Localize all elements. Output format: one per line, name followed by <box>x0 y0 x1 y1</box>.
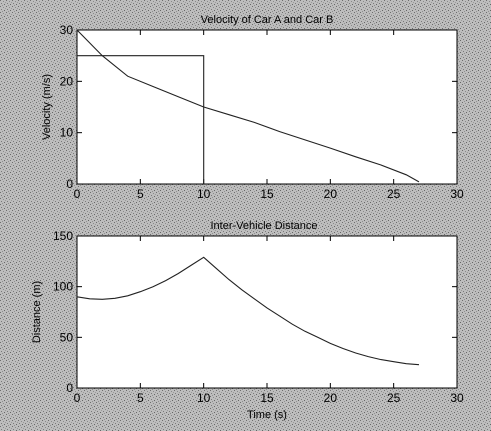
velocity-y-tick-label: 10 <box>60 126 74 140</box>
velocity-x-tick-label: 30 <box>450 187 464 201</box>
distance-y-tick-label: 0 <box>66 381 73 395</box>
distance-y-tick-label: 50 <box>60 330 74 344</box>
velocity-x-tick-label: 15 <box>260 187 274 201</box>
velocity-x-tick-label: 0 <box>74 187 81 201</box>
distance-x-axis-label: Time (s) <box>247 409 287 421</box>
velocity-y-tick-label: 0 <box>66 177 73 191</box>
velocity-y-axis-label: Velocity (m/s) <box>41 74 53 140</box>
velocity-x-tick-label: 20 <box>324 187 338 201</box>
distance-y-tick-label: 150 <box>53 229 73 243</box>
distance-chart-title: Inter-Vehicle Distance <box>211 220 318 232</box>
velocity-y-tick-label: 20 <box>60 74 74 88</box>
distance-x-tick-label: 10 <box>197 391 211 405</box>
distance-x-tick-label: 25 <box>387 391 401 405</box>
velocity-axes-frame <box>77 30 457 184</box>
velocity-y-tick-label: 30 <box>60 23 74 37</box>
distance-x-tick-label: 5 <box>137 391 144 405</box>
distance-x-tick-label: 20 <box>324 391 338 405</box>
velocity-x-tick-label: 10 <box>197 187 211 201</box>
velocity-chart-title: Velocity of Car A and Car B <box>201 14 334 26</box>
distance-x-tick-label: 0 <box>74 391 81 405</box>
distance-y-tick-label: 100 <box>53 280 73 294</box>
velocity-subplot: Velocity of Car A and Car B Velocity (m/… <box>41 14 464 201</box>
distance-axes-frame <box>77 236 457 388</box>
velocity-x-tick-label: 5 <box>137 187 144 201</box>
velocity-x-tick-label: 25 <box>387 187 401 201</box>
distance-y-axis-label: Distance (m) <box>31 281 43 343</box>
distance-x-tick-label: 30 <box>450 391 464 405</box>
distance-x-tick-label: 15 <box>260 391 274 405</box>
